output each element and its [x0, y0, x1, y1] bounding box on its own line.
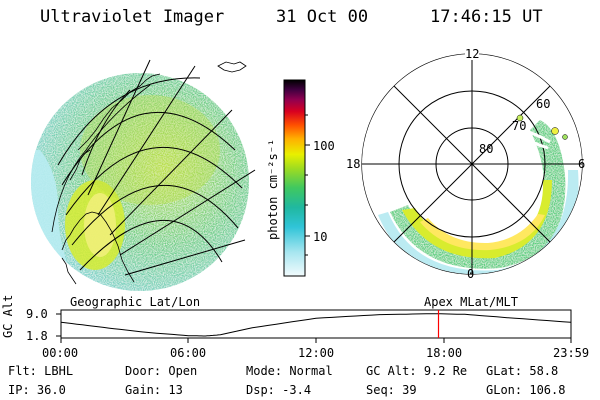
timeline-xtick-2: 12:00: [298, 346, 335, 360]
info-glat: GLat: 58.8: [486, 364, 559, 378]
info-seq: Seq: 39: [366, 383, 417, 397]
timeline-xtick-4: 23:59: [553, 346, 590, 360]
timeline-xtick-1: 06:00: [170, 346, 207, 360]
mlt-label-12: 12: [465, 47, 480, 61]
info-dsp: Dsp: -3.4: [246, 383, 312, 397]
info-glon: GLon: 106.8: [486, 383, 566, 397]
instrument-title: Ultraviolet Imager: [40, 7, 225, 27]
colorbar-unit-label: photon cm⁻²s⁻¹: [266, 138, 280, 240]
altitude-timeline: [56, 309, 572, 343]
timeline-ytick-high: 9.0: [26, 307, 48, 321]
polar-plot: [361, 53, 583, 275]
right-panel-label: Apex MLat/MLT: [424, 295, 518, 309]
info-gc-alt: GC Alt: 9.2 Re: [366, 364, 468, 378]
timeline-axis-label: GC Alt: [1, 294, 15, 338]
mlat-label-70: 70: [512, 119, 527, 133]
mlt-label-6: 6: [578, 157, 586, 171]
geographic-image: [31, 59, 256, 291]
info-filter: Flt: LBHL: [8, 364, 74, 378]
image-time: 17:46:15 UT: [430, 7, 543, 27]
timeline-xtick-3: 18:00: [426, 346, 463, 360]
info-gain: Gain: 13: [125, 383, 183, 397]
mlt-label-18: 18: [346, 157, 361, 171]
colorbar: [283, 79, 310, 277]
mlt-label-0: 0: [467, 267, 475, 281]
image-date: 31 Oct 00: [276, 7, 369, 27]
mlat-label-80: 80: [479, 142, 494, 156]
info-ip: IP: 36.0: [8, 383, 66, 397]
info-mode: Mode: Normal: [246, 364, 333, 378]
timeline-xtick-0: 00:00: [42, 346, 79, 360]
altitude-curve: [60, 313, 571, 337]
mlat-label-60: 60: [536, 97, 551, 111]
left-panel-label: Geographic Lat/Lon: [70, 295, 201, 309]
colorbar-tick-100: 100: [313, 139, 335, 153]
info-door: Door: Open: [125, 364, 198, 378]
colorbar-tick-10: 10: [313, 230, 328, 244]
timeline-ytick-low: 1.8: [26, 329, 48, 343]
